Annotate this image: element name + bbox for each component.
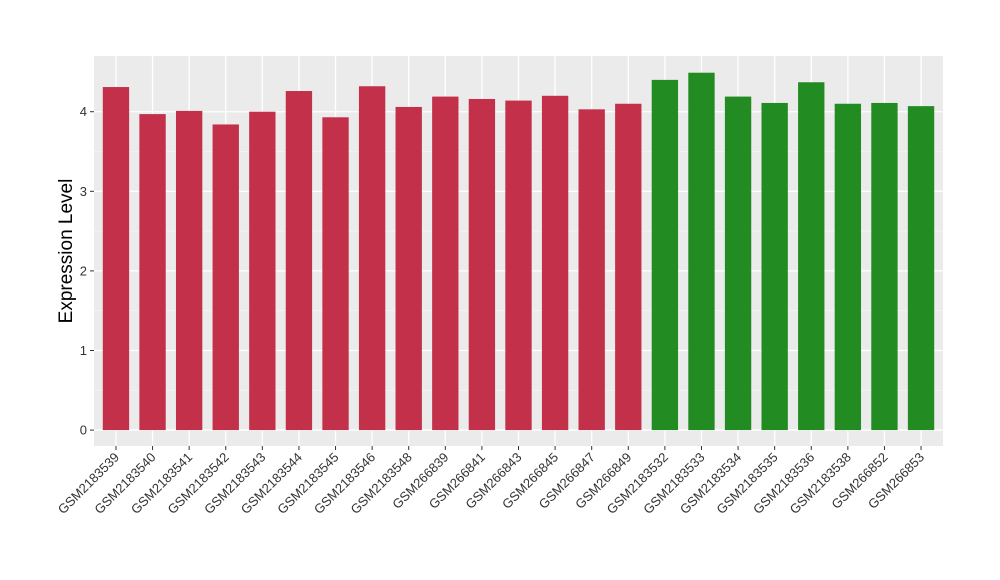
- bars: [102, 72, 935, 431]
- y-axis: 0 1 2 3 4: [80, 104, 94, 438]
- bar: [541, 95, 569, 431]
- y-tick-label: 3: [80, 184, 87, 199]
- bar: [761, 102, 788, 431]
- bar: [432, 96, 459, 431]
- bar: [139, 114, 166, 431]
- bar: [834, 103, 862, 431]
- x-axis: GSM2183539GSM2183540GSM2183541GSM2183542…: [55, 446, 927, 517]
- y-tick-label: 4: [80, 104, 87, 119]
- y-tick-label: 1: [80, 343, 87, 358]
- bar: [175, 110, 203, 431]
- y-tick-label: 2: [80, 263, 87, 278]
- bar: [505, 100, 532, 431]
- y-tick-label: 0: [80, 423, 87, 438]
- bar: [615, 103, 642, 431]
- bar: [871, 102, 898, 431]
- bar: [468, 98, 496, 431]
- bar: [212, 124, 239, 431]
- bar: [249, 111, 276, 431]
- bar: [578, 109, 605, 431]
- bar: [102, 87, 130, 431]
- bar: [358, 86, 386, 431]
- bar: [651, 79, 679, 431]
- bar: [907, 106, 935, 431]
- bar: [322, 117, 349, 431]
- bar: [285, 91, 313, 431]
- bar: [798, 82, 825, 431]
- y-axis-title: Expression Level: [56, 179, 77, 324]
- bar: [395, 106, 422, 431]
- bar: [724, 96, 752, 431]
- bar: [688, 72, 715, 431]
